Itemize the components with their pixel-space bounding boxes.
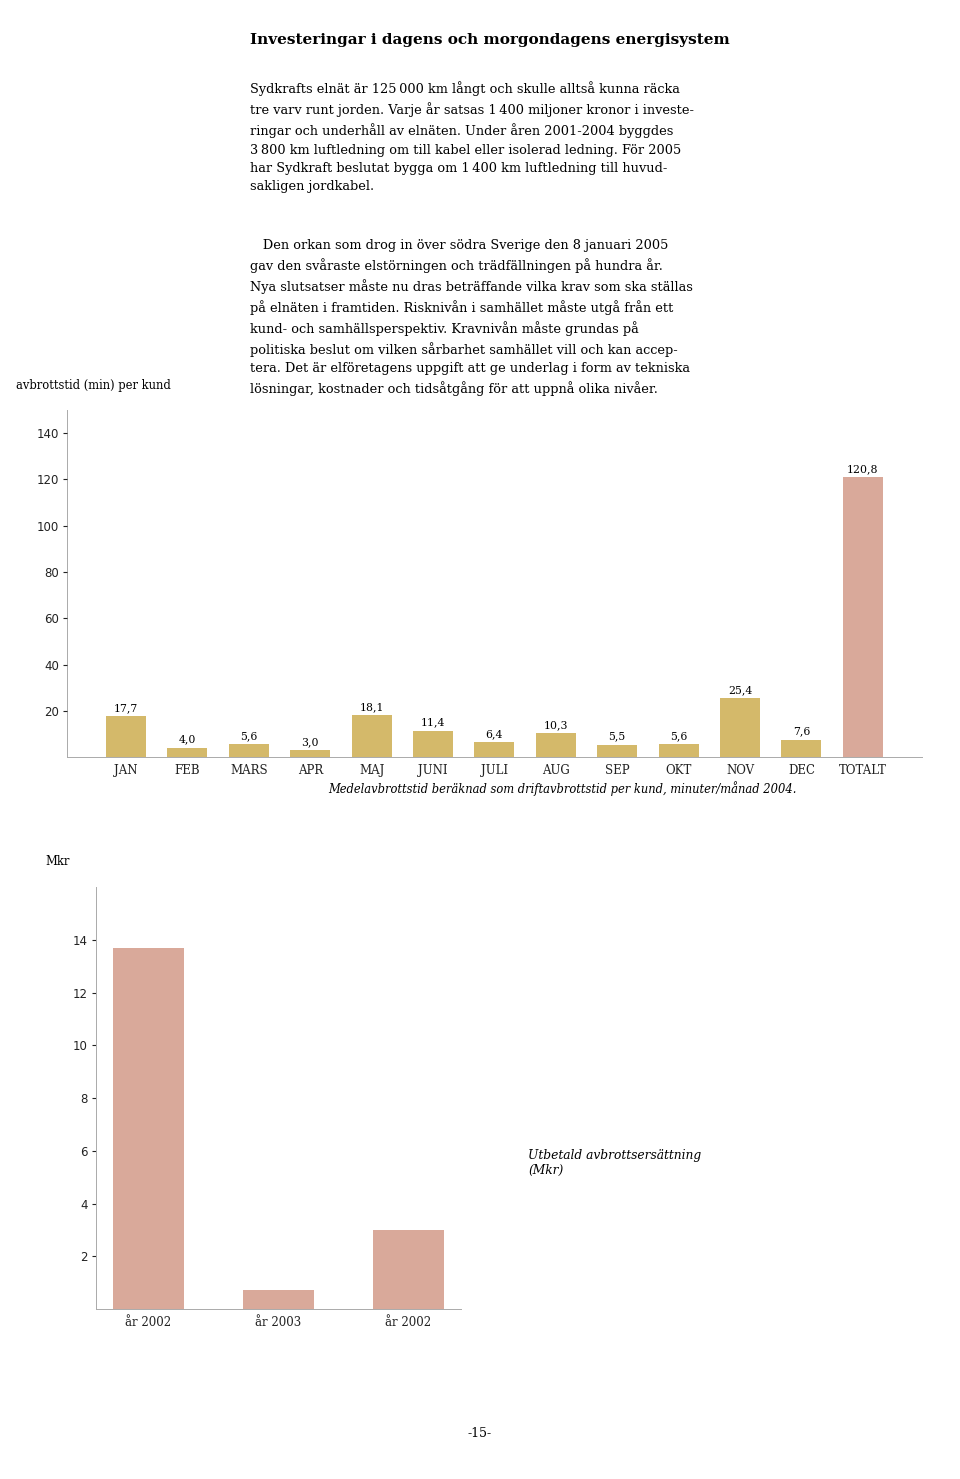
Bar (243, 1291, 314, 1309)
Bar (597, 744, 637, 757)
Text: 4,0: 4,0 (179, 735, 196, 744)
Text: 25,4: 25,4 (728, 685, 752, 695)
Text: -15-: -15- (468, 1427, 492, 1441)
Bar (843, 478, 883, 757)
Text: 6,4: 6,4 (486, 729, 503, 740)
Text: 120,8: 120,8 (847, 464, 878, 473)
Text: 5,6: 5,6 (670, 731, 687, 741)
Text: 5,5: 5,5 (609, 731, 626, 741)
Bar (372, 1231, 444, 1309)
Text: Investeringar i dagens och morgondagens energisystem: Investeringar i dagens och morgondagens … (250, 33, 730, 46)
Text: 5,6: 5,6 (240, 731, 257, 741)
Text: 10,3: 10,3 (543, 720, 568, 731)
Text: 17,7: 17,7 (114, 703, 138, 713)
Text: Medelavbrottstid beräknad som driftavbrottstid per kund, minuter/månad 2004.: Medelavbrottstid beräknad som driftavbro… (328, 781, 797, 796)
Bar (112, 948, 184, 1309)
Bar (781, 740, 822, 757)
Text: 11,4: 11,4 (420, 717, 445, 728)
Bar (106, 716, 146, 757)
Bar (720, 698, 760, 757)
Text: Utbetald avbrottsersättning
(Mkr): Utbetald avbrottsersättning (Mkr) (528, 1149, 701, 1177)
Text: Mkr: Mkr (45, 855, 69, 868)
Bar (228, 744, 269, 757)
Bar (413, 731, 453, 757)
Bar (351, 716, 392, 757)
Text: Sydkrafts elnät är 125 000 km långt och skulle alltså kunna räcka
tre varv runt : Sydkrafts elnät är 125 000 km långt och … (250, 81, 693, 192)
Bar (474, 742, 515, 757)
Bar (290, 750, 330, 757)
Text: 3,0: 3,0 (301, 737, 319, 747)
Text: 7,6: 7,6 (793, 726, 810, 737)
Text: 18,1: 18,1 (359, 703, 384, 711)
Bar (536, 734, 576, 757)
Bar (659, 744, 699, 757)
Text: avbrottstid (min) per kund: avbrottstid (min) per kund (16, 379, 171, 392)
Text: Den orkan som drog in över södra Sverige den 8 januari 2005
gav den svåraste els: Den orkan som drog in över södra Sverige… (250, 238, 692, 396)
Bar (167, 748, 207, 757)
